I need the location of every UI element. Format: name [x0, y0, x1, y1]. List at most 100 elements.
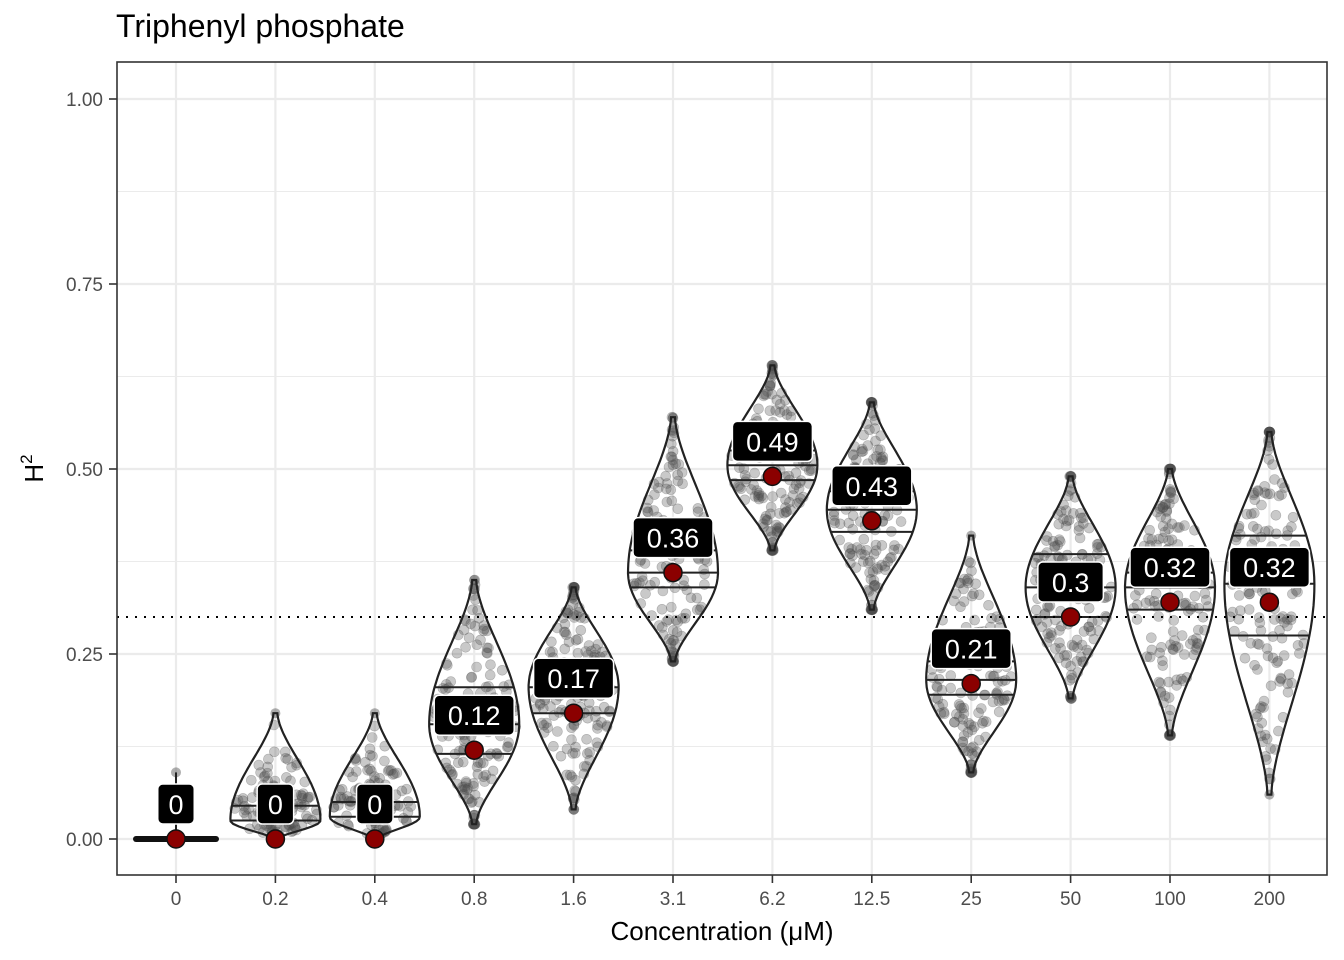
- jitter-point: [877, 455, 888, 467]
- jitter-point: [304, 791, 316, 803]
- jitter-point: [1157, 501, 1169, 513]
- jitter-point: [501, 741, 513, 753]
- jitter-point: [1276, 489, 1287, 500]
- jitter-point: [1031, 604, 1042, 616]
- jitter-point: [560, 629, 572, 641]
- jitter-point: [466, 797, 477, 808]
- jitter-point: [847, 510, 859, 522]
- jitter-point: [585, 645, 597, 657]
- jitter-point: [1072, 642, 1083, 653]
- value-label: 0.17: [547, 664, 600, 694]
- violin-shape: [1223, 430, 1316, 796]
- jitter-point: [886, 551, 897, 563]
- jitter-point: [848, 449, 859, 461]
- jitter-point: [461, 784, 473, 796]
- jitter-point: [1241, 508, 1253, 520]
- jitter-point: [590, 643, 602, 655]
- jitter-point: [846, 543, 858, 555]
- value-label-box: [355, 783, 394, 825]
- jitter-point: [962, 726, 974, 738]
- x-tick-label: 100: [1154, 889, 1186, 910]
- jitter-point: [1049, 540, 1061, 552]
- jitter-point: [364, 763, 375, 775]
- jitter-point: [665, 484, 677, 496]
- jitter-point: [1160, 513, 1172, 524]
- jitter-point: [749, 467, 761, 479]
- jitter-point: [766, 388, 778, 400]
- jitter-point: [475, 757, 486, 769]
- jitter-point: [1235, 605, 1246, 617]
- jitter-point: [1144, 595, 1155, 606]
- jitter-point: [1166, 534, 1178, 546]
- jitter-point: [653, 476, 665, 488]
- jitter-point: [803, 465, 815, 476]
- jitter-point: [1165, 639, 1176, 651]
- jitter-point: [685, 592, 697, 604]
- jitter-point: [667, 625, 679, 636]
- jitter-point: [957, 720, 969, 732]
- y-axis-title-main: H: [19, 464, 49, 483]
- jitter-point: [665, 451, 677, 463]
- jitter-point: [1168, 493, 1179, 505]
- jitter-point: [962, 577, 974, 589]
- jitter-point: [1071, 634, 1083, 646]
- jitter-point: [280, 752, 292, 764]
- jitter-point: [773, 521, 785, 533]
- jitter-point: [775, 487, 787, 499]
- jitter-point: [581, 733, 592, 745]
- jitter-point: [437, 683, 449, 694]
- jitter-point: [970, 578, 982, 590]
- jitter-point: [1270, 528, 1282, 540]
- jitter-point: [1146, 534, 1158, 545]
- jitter-point: [665, 638, 677, 649]
- jitter-point: [663, 461, 675, 473]
- jitter-point: [1157, 502, 1169, 513]
- jitter-point: [1267, 652, 1279, 664]
- jitter-point: [473, 612, 485, 624]
- jitter-point: [571, 610, 582, 621]
- jitter-point: [565, 769, 576, 781]
- jitter-point: [1234, 590, 1245, 601]
- y-tick-label: 0.25: [66, 645, 103, 666]
- jitter-point: [538, 719, 550, 731]
- jitter-point: [583, 640, 595, 651]
- jitter-point: [282, 754, 293, 765]
- value-label-box: [256, 783, 295, 825]
- jitter-point: [466, 796, 478, 807]
- jitter-point: [559, 618, 571, 630]
- jitter-point: [578, 761, 590, 772]
- jitter-point: [968, 721, 980, 733]
- grid-layer: [117, 62, 1327, 875]
- jitter-point: [483, 642, 494, 654]
- jitter-point: [1193, 602, 1205, 614]
- jitter-point: [956, 702, 967, 714]
- jitter-point: [637, 575, 649, 587]
- jitter-point: [253, 759, 265, 771]
- violin-shape: [229, 712, 322, 841]
- jitter-point: [1047, 535, 1059, 547]
- jitter-point: [955, 601, 966, 613]
- jitter-point: [958, 596, 970, 607]
- x-tick-label: 6.2: [759, 889, 785, 910]
- jitter-point: [966, 742, 977, 754]
- jitter-point: [958, 708, 970, 719]
- median-point: [1060, 607, 1081, 627]
- jitter-point: [466, 671, 478, 683]
- jitter-point: [936, 684, 948, 696]
- jitter-point: [295, 789, 307, 801]
- jitter-point: [1061, 515, 1073, 527]
- value-label-box: [831, 465, 913, 507]
- jitter-point: [481, 647, 493, 658]
- median-point: [663, 562, 683, 583]
- jitter-point: [1154, 647, 1165, 659]
- jitter-point: [1053, 518, 1065, 530]
- jitter-point: [691, 592, 703, 604]
- jitter-point: [1163, 692, 1175, 703]
- jitter-point: [954, 711, 965, 722]
- jitter-point: [1254, 639, 1265, 650]
- jitter-point: [468, 780, 479, 792]
- jitter-point: [997, 675, 1008, 687]
- jitter-point: [1248, 521, 1259, 532]
- jitter-point: [987, 696, 999, 708]
- jitter-point: [295, 799, 307, 810]
